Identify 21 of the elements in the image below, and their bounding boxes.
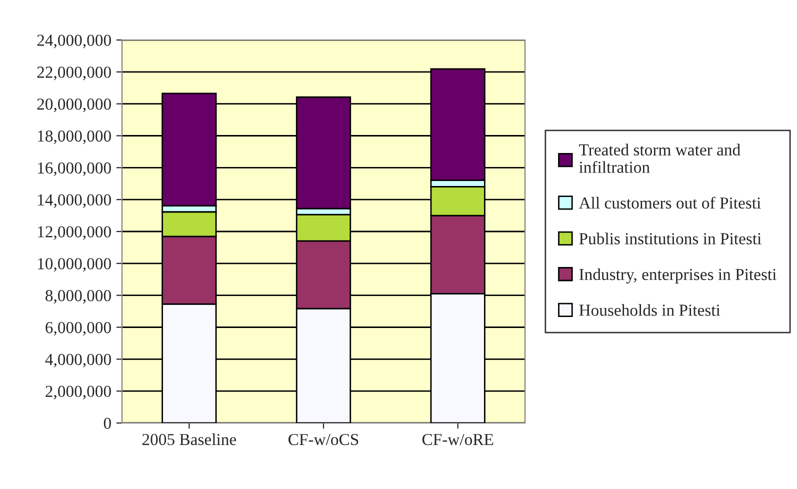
legend-label: Households in Pitesti <box>579 304 720 316</box>
x-tick-label: 2005 Baseline <box>142 433 236 446</box>
y-tick-label: 12,000,000 <box>38 226 111 240</box>
legend-label: Industry, enterprises in Pitesti <box>579 268 776 284</box>
y-tick-label: 24,000,000 <box>37 34 111 48</box>
y-tick-label: 0 <box>104 418 111 429</box>
y-tick-label: 14,000,000 <box>38 194 111 208</box>
x-tick-label: CF-w/oRE <box>422 434 494 446</box>
x-tick-label: CF-w/oCS <box>288 434 358 446</box>
y-tick-label: 20,000,000 <box>37 98 111 112</box>
y-tick-label: 16,000,000 <box>38 162 111 176</box>
y-tick-label: 2,000,000 <box>46 386 111 400</box>
legend-label: Publis institutions in Pitesti <box>579 232 762 244</box>
y-tick-label: 10,000,000 <box>38 258 111 272</box>
legend-label: All customers out of Pitesti <box>578 196 761 209</box>
y-tick-label: 6,000,000 <box>46 322 111 336</box>
y-tick-label: 18,000,000 <box>38 130 111 144</box>
y-tick-label: 8,000,000 <box>46 290 111 304</box>
y-tick-label: 22,000,000 <box>37 66 111 80</box>
y-tick-label: 4,000,000 <box>45 354 111 368</box>
legend-label: Treated storm water and infiltration <box>579 144 740 173</box>
